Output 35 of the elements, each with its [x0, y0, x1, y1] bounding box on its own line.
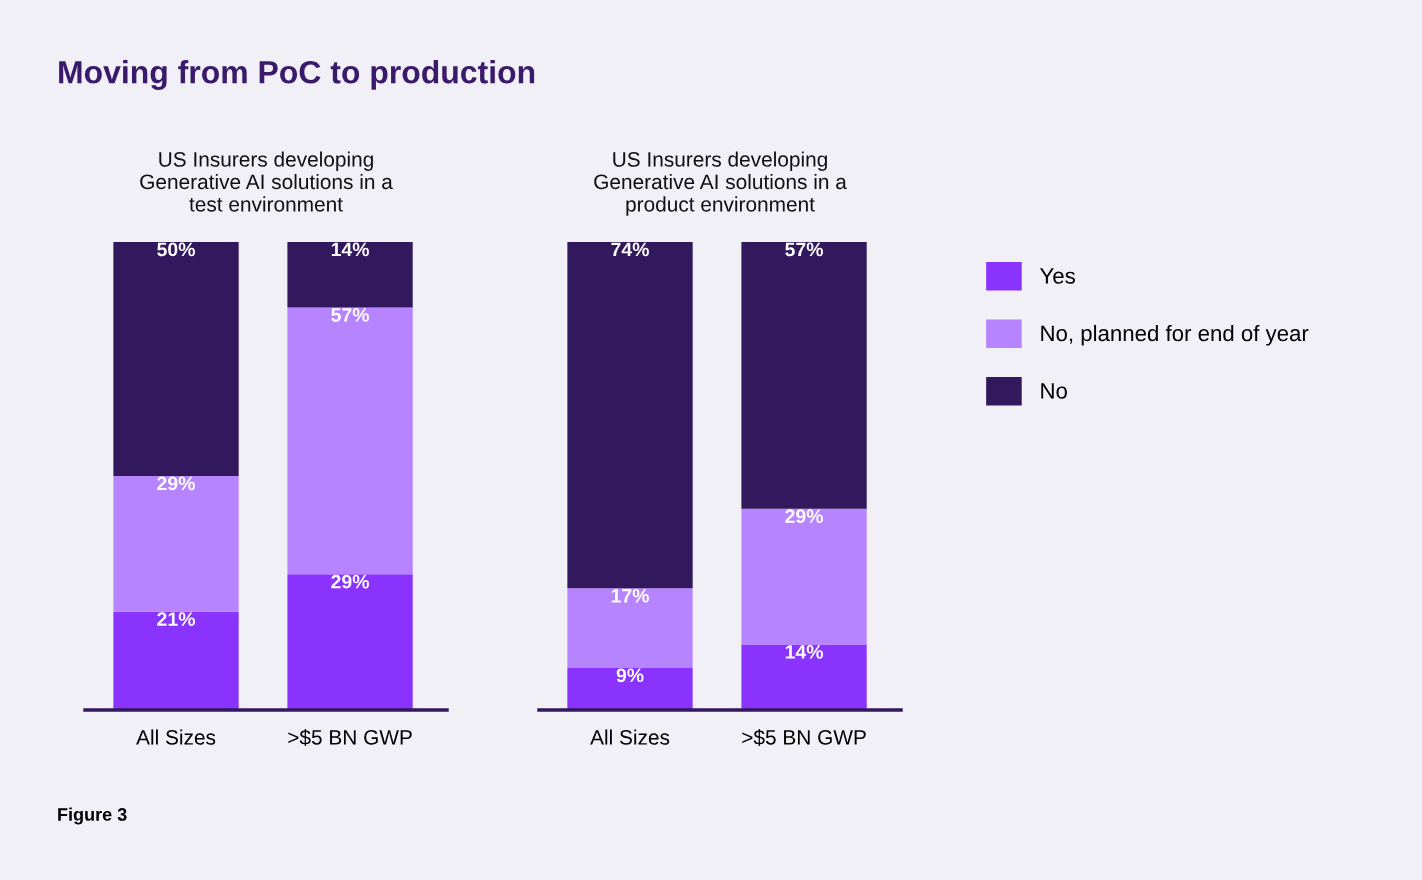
- chart-title: Moving from PoC to production: [59, 60, 535, 90]
- bar: [113, 611, 239, 710]
- x-tick-label: All Sizes: [590, 729, 670, 745]
- bar: [287, 307, 413, 575]
- bar: [741, 644, 867, 710]
- data-label: 9%: [616, 668, 644, 683]
- data-label: 57%: [331, 308, 370, 322]
- bar: [567, 588, 693, 668]
- bar: [741, 508, 867, 645]
- data-label: 14%: [785, 645, 824, 659]
- bar: [113, 476, 239, 612]
- legend-label: No, planned for end of year: [1041, 324, 1309, 346]
- bar: [567, 242, 693, 589]
- data-label: 29%: [331, 574, 370, 589]
- bar: [741, 242, 867, 509]
- data-label: 14%: [331, 242, 370, 257]
- x-tick-label: All Sizes: [136, 729, 216, 745]
- bar: [567, 667, 693, 710]
- chart-subtitle: US Insurers developing Generative AI solutions in a product environment: [594, 151, 847, 216]
- bar: [287, 574, 413, 710]
- bar: [113, 242, 239, 476]
- legend-label: No: [1041, 383, 1067, 399]
- data-label: 74%: [611, 242, 649, 257]
- caption: Figure 3: [58, 807, 127, 825]
- bar: [287, 242, 413, 308]
- data-label: 29%: [785, 509, 824, 524]
- x-tick-label: >$5 BN GWP: [742, 729, 866, 746]
- chart-subtitle: US Insurers developing Generative AI solutions in a test environment: [140, 151, 393, 212]
- legend-label: Yes: [1039, 268, 1075, 284]
- data-label: 29%: [157, 476, 195, 491]
- x-tick-label: >$5 BN GWP: [288, 729, 412, 746]
- data-label: 50%: [157, 242, 195, 257]
- data-label: 57%: [785, 242, 824, 257]
- data-label: 21%: [157, 612, 195, 626]
- data-label: 17%: [611, 588, 649, 603]
